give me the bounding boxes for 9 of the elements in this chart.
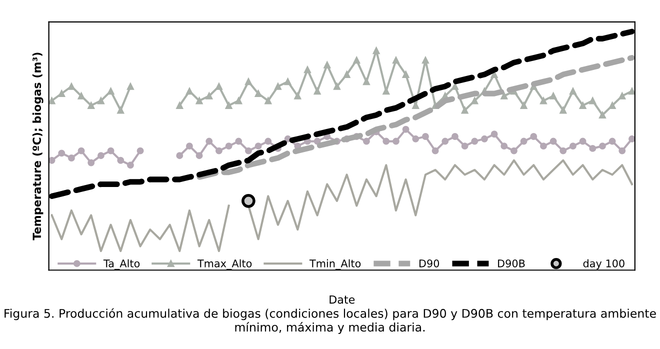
legend-label: D90B <box>498 259 525 268</box>
legend-label: Ta_Alto <box>103 259 140 270</box>
legend-label: Tmin_Alto <box>309 259 361 270</box>
legend-label: day 100 <box>583 259 624 270</box>
x-axis-title: Date <box>330 295 355 304</box>
legend-label: D90 <box>419 259 440 268</box>
y-axis-title: Temperature (ºC); biogas (m³) <box>32 52 44 240</box>
legend-label: Tmax_Alto <box>197 259 252 270</box>
text: Figura 5. Producción acumulativa de biogas (condiciones locales) para D90 y D90B con temperatura ambiente mínimo, máxima y media diaria. <box>4 308 656 334</box>
